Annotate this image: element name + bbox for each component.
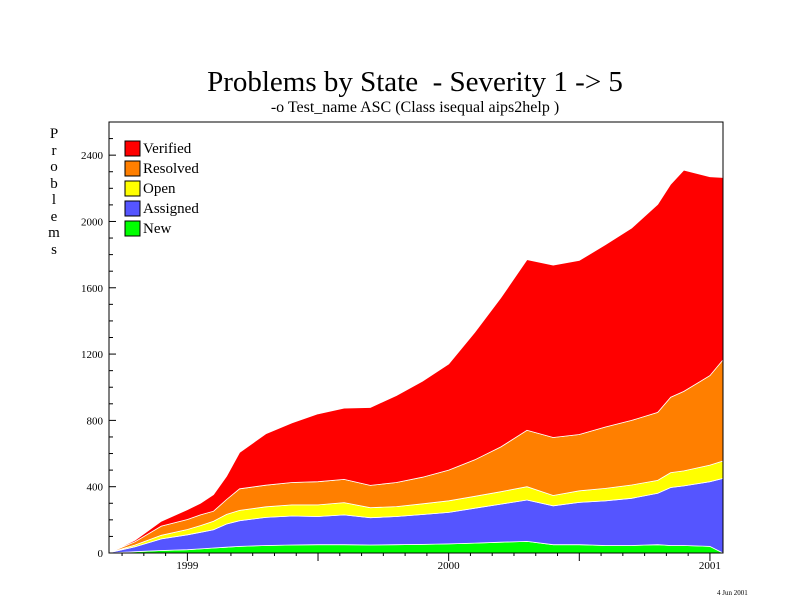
area-series-group xyxy=(108,169,724,554)
y-axis-label-letter: b xyxy=(50,175,58,192)
y-tick-label: 1200 xyxy=(81,349,104,361)
y-axis-label-letter: r xyxy=(51,142,57,159)
x-tick-label: 2001 xyxy=(699,560,721,572)
date-stamp: 4 Jun 2001 xyxy=(717,589,748,597)
legend-label-open: Open xyxy=(143,181,176,197)
y-tick-label: 0 xyxy=(98,548,104,560)
y-tick-label: 800 xyxy=(87,415,104,427)
legend-swatch-resolved xyxy=(124,160,141,177)
legend-swatch-open xyxy=(124,180,141,197)
x-tick-label: 2000 xyxy=(438,560,461,572)
chart-title: Problems by State - Severity 1 -> 5 xyxy=(207,66,623,98)
legend-label-resolved: Resolved xyxy=(143,161,199,177)
legend-label-new: New xyxy=(143,221,171,237)
y-axis-label-letter: s xyxy=(51,241,57,258)
y-axis-label-letter: P xyxy=(49,126,59,142)
legend-label-verified: Verified xyxy=(143,141,192,157)
y-tick-label: 400 xyxy=(87,482,104,494)
legend-label-assigned: Assigned xyxy=(143,201,199,217)
y-tick-label: 2000 xyxy=(81,216,104,228)
y-axis-label-letter: e xyxy=(50,208,58,225)
legend: Verified Resolved Open Assigned New xyxy=(124,140,199,237)
y-tick-label: 1600 xyxy=(81,283,104,295)
y-tick-label: 2400 xyxy=(81,150,104,162)
y-axis-label-letter: m xyxy=(48,225,60,241)
x-tick-label: 1999 xyxy=(176,560,199,572)
chart-subtitle: -o Test_name ASC (Class isequal aips2hel… xyxy=(270,99,560,116)
legend-swatch-assigned xyxy=(124,200,141,217)
y-axis-label-letter: l xyxy=(51,192,57,208)
y-axis-label-letter: o xyxy=(50,159,58,175)
legend-swatch-new xyxy=(124,220,141,237)
legend-swatch-verified xyxy=(124,140,141,157)
